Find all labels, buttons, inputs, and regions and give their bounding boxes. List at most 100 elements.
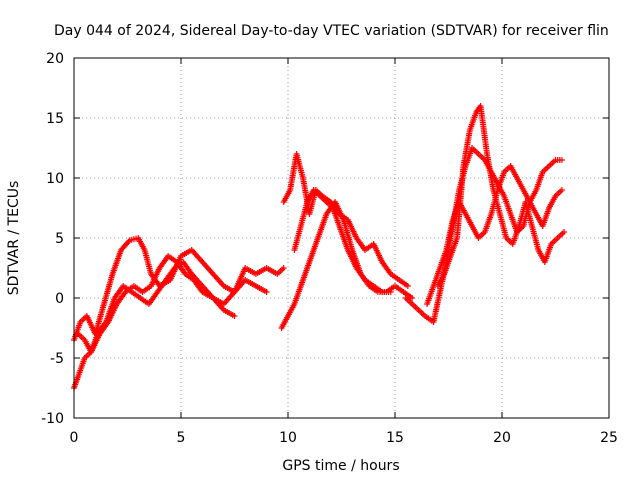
trace-marker bbox=[286, 188, 293, 195]
trace-marker bbox=[496, 209, 503, 216]
trace-marker bbox=[420, 311, 427, 318]
series-trace-f bbox=[291, 187, 394, 295]
trace-marker bbox=[360, 275, 367, 282]
trace-marker bbox=[261, 288, 268, 294]
trace-marker bbox=[352, 233, 359, 240]
trace-marker bbox=[81, 356, 88, 363]
trace-marker bbox=[545, 206, 552, 213]
trace-marker bbox=[297, 224, 304, 231]
trace-marker bbox=[314, 236, 321, 243]
trace-marker bbox=[219, 305, 226, 312]
trace-marker bbox=[113, 302, 120, 309]
trace-marker bbox=[335, 221, 342, 228]
trace-marker bbox=[506, 209, 513, 216]
x-axis-label: GPS time / hours bbox=[282, 458, 399, 474]
trace-marker bbox=[198, 281, 205, 288]
trace-marker bbox=[557, 188, 564, 195]
trace-marker bbox=[303, 200, 310, 207]
chart-title: Day 044 of 2024, Sidereal Day-to-day VTE… bbox=[54, 23, 609, 39]
trace-marker bbox=[284, 314, 291, 321]
trace-marker bbox=[315, 191, 322, 198]
trace-marker bbox=[429, 284, 436, 291]
trace-marker bbox=[251, 282, 258, 288]
trace-marker bbox=[502, 233, 509, 240]
trace-marker bbox=[544, 164, 551, 171]
trace-marker bbox=[398, 287, 405, 294]
trace-marker bbox=[528, 221, 535, 228]
trace-marker bbox=[553, 236, 560, 243]
trace-marker bbox=[385, 289, 392, 295]
trace-marker bbox=[551, 194, 558, 201]
trace-marker bbox=[230, 290, 237, 297]
series-trace-i bbox=[434, 103, 568, 289]
trace-marker bbox=[297, 284, 304, 291]
y-tick-label: 10 bbox=[46, 171, 64, 187]
trace-marker bbox=[328, 203, 335, 210]
trace-marker bbox=[74, 374, 81, 381]
trace-marker bbox=[407, 293, 414, 300]
trace-marker bbox=[513, 173, 520, 180]
trace-marker bbox=[172, 257, 179, 264]
trace-marker bbox=[181, 269, 188, 276]
trace-marker bbox=[155, 266, 162, 273]
trace-marker bbox=[480, 230, 487, 237]
trace-marker bbox=[532, 209, 539, 216]
trace-marker bbox=[111, 296, 118, 303]
trace-marker bbox=[322, 212, 329, 219]
trace-marker bbox=[547, 242, 554, 249]
trace-marker bbox=[466, 128, 473, 135]
trace-marker bbox=[368, 281, 375, 288]
trace-marker bbox=[208, 293, 215, 300]
trace-marker bbox=[344, 245, 351, 252]
trace-marker bbox=[80, 335, 87, 342]
trace-marker bbox=[394, 275, 401, 282]
x-tick-label: 25 bbox=[600, 430, 618, 446]
trace-marker bbox=[76, 320, 83, 327]
trace-marker bbox=[500, 191, 507, 198]
y-tick-label: -5 bbox=[50, 351, 64, 367]
trace-marker bbox=[378, 257, 385, 264]
trace-marker bbox=[133, 235, 140, 242]
y-tick-label: -10 bbox=[41, 411, 64, 427]
trace-marker bbox=[461, 209, 468, 216]
trace-marker bbox=[100, 302, 107, 309]
trace-marker bbox=[124, 240, 131, 247]
trace-marker bbox=[121, 290, 128, 297]
trace-marker bbox=[559, 230, 566, 237]
trace-marker bbox=[140, 245, 147, 252]
trace-marker bbox=[170, 266, 177, 273]
trace-marker bbox=[305, 260, 312, 267]
grid-lines bbox=[74, 58, 609, 418]
series-trace-h bbox=[424, 163, 565, 307]
trace-marker bbox=[413, 305, 420, 312]
trace-marker bbox=[127, 287, 134, 294]
y-tick-label: 15 bbox=[46, 111, 64, 127]
trace-marker bbox=[468, 221, 475, 228]
trace-marker bbox=[279, 266, 286, 273]
trace-marker bbox=[556, 157, 563, 163]
trace-marker bbox=[135, 293, 142, 300]
x-tick-label: 10 bbox=[279, 430, 297, 446]
trace-marker bbox=[229, 312, 236, 318]
y-tick-label: 0 bbox=[55, 291, 64, 307]
trace-marker bbox=[403, 281, 410, 288]
data-points bbox=[71, 103, 568, 391]
trace-marker bbox=[453, 236, 460, 243]
trace-marker bbox=[436, 290, 443, 297]
trace-marker bbox=[440, 272, 447, 279]
trace-marker bbox=[446, 254, 453, 261]
trace-marker bbox=[352, 263, 359, 270]
trace-marker bbox=[109, 272, 116, 279]
trace-marker bbox=[219, 281, 226, 288]
x-tick-label: 5 bbox=[177, 430, 186, 446]
trace-marker bbox=[490, 185, 497, 192]
trace-marker bbox=[147, 269, 154, 276]
y-tick-label: 20 bbox=[46, 51, 64, 67]
trace-marker bbox=[515, 224, 522, 231]
trace-marker bbox=[525, 197, 532, 204]
x-tick-label: 15 bbox=[386, 430, 404, 446]
y-axis-label: SDTVAR / TECUs bbox=[6, 181, 22, 296]
trace-marker bbox=[534, 245, 541, 252]
trace-marker bbox=[198, 257, 205, 264]
